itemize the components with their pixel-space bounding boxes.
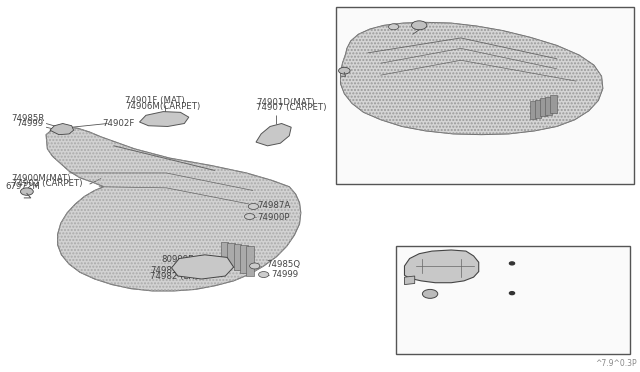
FancyBboxPatch shape [246, 246, 254, 276]
Polygon shape [404, 276, 415, 285]
Circle shape [20, 188, 33, 195]
Text: 74999: 74999 [271, 270, 298, 279]
Bar [530, 101, 536, 119]
Polygon shape [50, 124, 74, 135]
Text: 74906M(CARPET): 74906M(CARPET) [125, 102, 200, 110]
Bar [545, 97, 552, 115]
Text: 74900M(MAT): 74900M(MAT) [390, 124, 450, 133]
Circle shape [250, 263, 260, 269]
Text: 74902F: 74902F [353, 22, 386, 31]
Text: 74982 (LH): 74982 (LH) [150, 272, 198, 280]
Text: 74987M: 74987M [448, 22, 483, 31]
Polygon shape [256, 124, 291, 146]
Text: 74999: 74999 [16, 119, 43, 128]
Polygon shape [404, 250, 479, 283]
Circle shape [422, 289, 438, 298]
Text: 74900M(MAT): 74900M(MAT) [12, 174, 71, 183]
Bar [535, 100, 541, 118]
Text: 74940J: 74940J [515, 289, 545, 298]
Circle shape [259, 272, 269, 278]
Text: 4WD: 4WD [346, 17, 367, 26]
Polygon shape [340, 22, 603, 135]
Text: 74902 (CARPET): 74902 (CARPET) [390, 129, 461, 138]
FancyBboxPatch shape [336, 7, 634, 184]
Text: 74981R(RH): 74981R(RH) [150, 266, 203, 275]
Circle shape [388, 24, 399, 30]
Circle shape [339, 67, 350, 74]
Text: ^7.9^0.3P: ^7.9^0.3P [595, 359, 637, 368]
FancyBboxPatch shape [234, 244, 241, 270]
Text: 74900P: 74900P [257, 213, 290, 222]
Bar [540, 98, 547, 116]
Circle shape [244, 214, 255, 219]
Circle shape [509, 262, 515, 265]
Circle shape [509, 292, 515, 295]
Text: 74985Q: 74985Q [266, 260, 300, 269]
Bar [550, 95, 557, 113]
Text: 74907 (CARPET): 74907 (CARPET) [256, 103, 326, 112]
FancyBboxPatch shape [221, 242, 228, 264]
Circle shape [248, 203, 259, 209]
Text: 74985R: 74985R [12, 114, 45, 123]
Text: 67972M: 67972M [5, 182, 40, 191]
Text: 74538M: 74538M [515, 259, 550, 268]
Polygon shape [140, 112, 189, 126]
Polygon shape [46, 126, 301, 291]
Polygon shape [172, 255, 234, 279]
Text: 74902 (CARPET): 74902 (CARPET) [12, 179, 82, 188]
Text: 80999E: 80999E [161, 255, 194, 264]
Text: 67972M: 67972M [342, 64, 377, 73]
Text: 74902F: 74902F [102, 119, 135, 128]
Text: 74987A: 74987A [257, 201, 291, 210]
FancyBboxPatch shape [240, 245, 248, 273]
FancyBboxPatch shape [396, 246, 630, 354]
Text: 74901D(MAT): 74901D(MAT) [256, 98, 315, 107]
Text: 74901F (MAT): 74901F (MAT) [125, 96, 184, 105]
Circle shape [412, 21, 427, 30]
FancyBboxPatch shape [227, 243, 235, 267]
